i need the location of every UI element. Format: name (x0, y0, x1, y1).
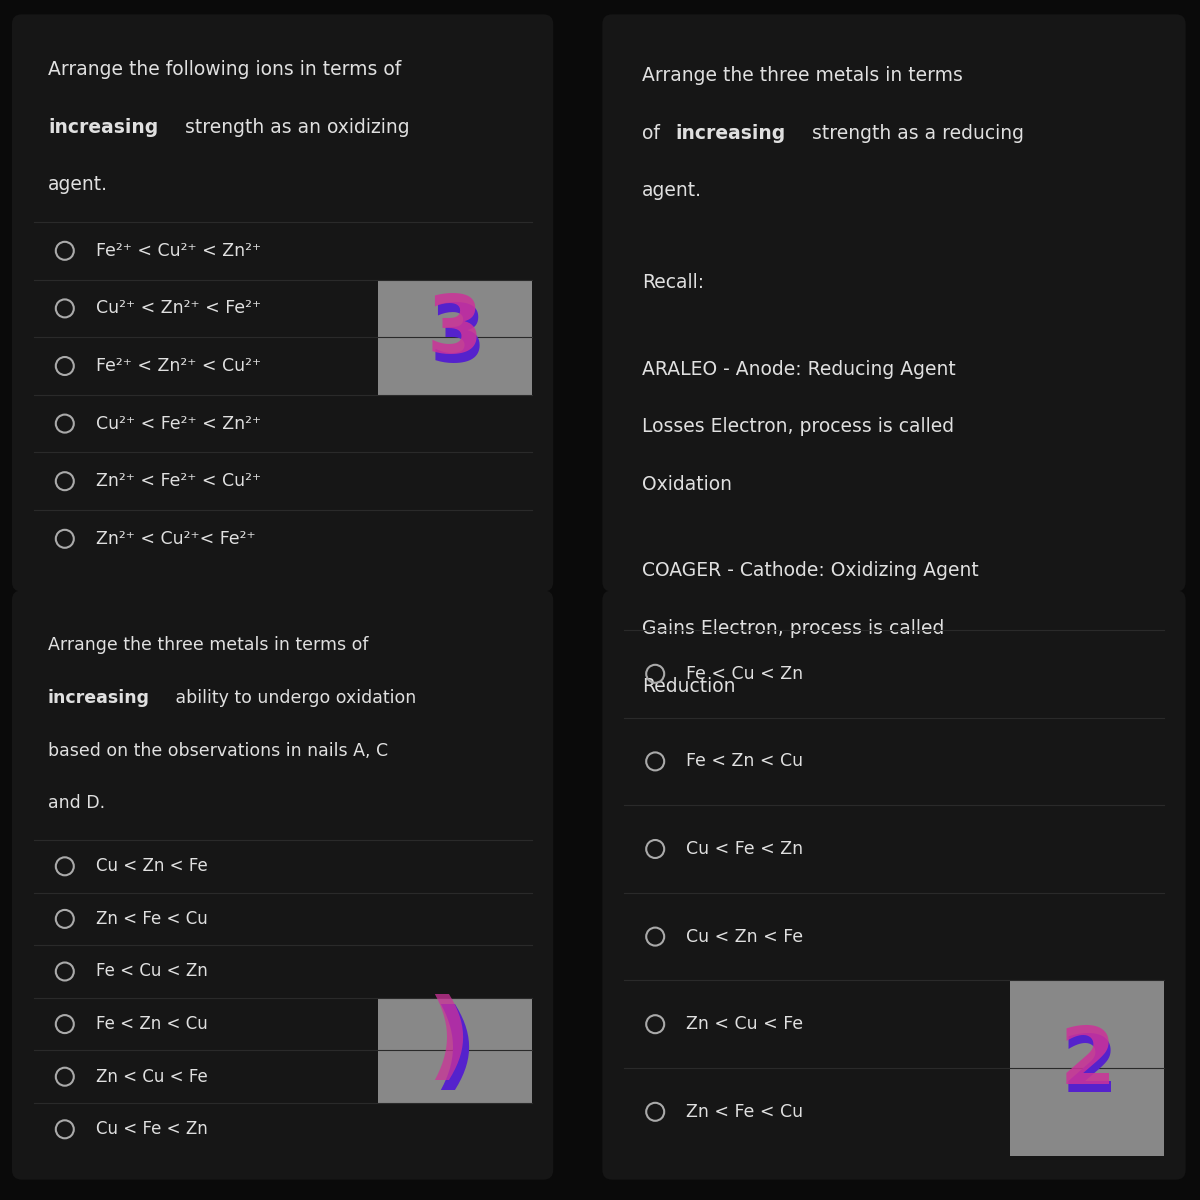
Text: Cu < Zn < Fe: Cu < Zn < Fe (96, 857, 208, 875)
Text: Gains Electron, process is called: Gains Electron, process is called (642, 619, 944, 638)
Text: strength as a reducing: strength as a reducing (806, 124, 1025, 143)
FancyBboxPatch shape (1010, 980, 1164, 1156)
FancyBboxPatch shape (378, 280, 532, 395)
Text: strength as an oxidizing: strength as an oxidizing (179, 118, 409, 137)
Text: Fe < Cu < Zn: Fe < Cu < Zn (686, 665, 804, 683)
FancyBboxPatch shape (602, 14, 1186, 592)
Text: Zn²⁺ < Cu²⁺< Fe²⁺: Zn²⁺ < Cu²⁺< Fe²⁺ (96, 530, 256, 547)
Text: Zn < Fe < Cu: Zn < Fe < Cu (96, 910, 208, 928)
FancyBboxPatch shape (12, 590, 553, 1180)
Text: ARALEO - Anode: Reducing Agent: ARALEO - Anode: Reducing Agent (642, 360, 955, 379)
Text: ability to undergo oxidation: ability to undergo oxidation (170, 689, 416, 707)
Text: increasing: increasing (48, 689, 150, 707)
Text: Cu²⁺ < Zn²⁺ < Fe²⁺: Cu²⁺ < Zn²⁺ < Fe²⁺ (96, 300, 262, 318)
Text: of: of (642, 124, 666, 143)
Text: Fe²⁺ < Cu²⁺ < Zn²⁺: Fe²⁺ < Cu²⁺ < Zn²⁺ (96, 242, 262, 260)
Text: Arrange the three metals in terms: Arrange the three metals in terms (642, 66, 962, 85)
Text: Zn < Fe < Cu: Zn < Fe < Cu (686, 1103, 804, 1121)
Text: Arrange the three metals in terms of: Arrange the three metals in terms of (48, 636, 368, 654)
Text: Zn²⁺ < Fe²⁺ < Cu²⁺: Zn²⁺ < Fe²⁺ < Cu²⁺ (96, 472, 262, 490)
Text: ): ) (426, 995, 472, 1087)
Text: Fe < Zn < Cu: Fe < Zn < Cu (96, 1015, 208, 1033)
Text: Cu < Fe < Zn: Cu < Fe < Zn (686, 840, 804, 858)
Text: Fe < Cu < Zn: Fe < Cu < Zn (96, 962, 208, 980)
Text: 3: 3 (430, 300, 485, 379)
Text: 3: 3 (427, 292, 482, 370)
Text: Zn < Cu < Fe: Zn < Cu < Fe (96, 1068, 208, 1086)
Text: increasing: increasing (48, 118, 158, 137)
Text: Zn < Cu < Fe: Zn < Cu < Fe (686, 1015, 804, 1033)
FancyBboxPatch shape (602, 590, 1186, 1180)
Text: Cu²⁺ < Fe²⁺ < Zn²⁺: Cu²⁺ < Fe²⁺ < Zn²⁺ (96, 415, 262, 432)
Text: agent.: agent. (48, 175, 108, 194)
Text: Fe²⁺ < Zn²⁺ < Cu²⁺: Fe²⁺ < Zn²⁺ < Cu²⁺ (96, 358, 262, 374)
Text: Reduction: Reduction (642, 677, 736, 696)
Text: based on the observations in nails A, C: based on the observations in nails A, C (48, 742, 388, 760)
Text: Fe < Zn < Cu: Fe < Zn < Cu (686, 752, 804, 770)
Text: Recall:: Recall: (642, 274, 704, 293)
Text: Arrange the following ions in terms of: Arrange the following ions in terms of (48, 60, 401, 79)
Text: 2: 2 (1062, 1031, 1117, 1109)
FancyBboxPatch shape (12, 14, 553, 592)
Text: COAGER - Cathode: Oxidizing Agent: COAGER - Cathode: Oxidizing Agent (642, 562, 979, 581)
Text: agent.: agent. (642, 181, 702, 200)
Text: ): ) (432, 1004, 478, 1097)
Text: 2: 2 (1060, 1022, 1115, 1102)
Text: increasing: increasing (676, 124, 786, 143)
FancyBboxPatch shape (378, 998, 532, 1103)
Text: Cu < Zn < Fe: Cu < Zn < Fe (686, 928, 804, 946)
Text: and D.: and D. (48, 794, 106, 812)
Text: Oxidation: Oxidation (642, 475, 732, 494)
Text: Losses Electron, process is called: Losses Electron, process is called (642, 418, 954, 437)
Text: Cu < Fe < Zn: Cu < Fe < Zn (96, 1121, 208, 1139)
